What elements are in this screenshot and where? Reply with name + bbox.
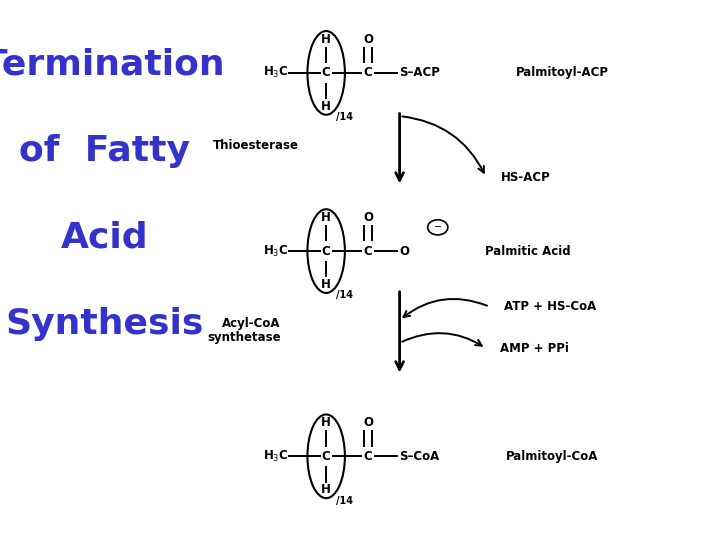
Text: O: O xyxy=(363,33,373,46)
Text: synthetase: synthetase xyxy=(207,331,281,344)
Text: Acyl-CoA: Acyl-CoA xyxy=(222,318,281,330)
Text: C: C xyxy=(364,450,372,463)
Text: Thioesterase: Thioesterase xyxy=(213,139,299,152)
Text: /14: /14 xyxy=(336,112,354,122)
Text: H: H xyxy=(321,33,331,46)
Text: H$_3$C: H$_3$C xyxy=(263,449,288,464)
Text: C: C xyxy=(322,450,330,463)
Text: H$_3$C: H$_3$C xyxy=(263,244,288,259)
Text: −: − xyxy=(433,222,442,232)
Text: O: O xyxy=(399,245,409,258)
Text: C: C xyxy=(322,66,330,79)
Text: H: H xyxy=(321,416,331,429)
Text: /14: /14 xyxy=(336,496,354,505)
Text: Termination: Termination xyxy=(0,48,225,82)
Text: of  Fatty: of Fatty xyxy=(19,134,190,168)
Text: C: C xyxy=(322,245,330,258)
Text: H: H xyxy=(321,100,331,113)
Text: H$_3$C: H$_3$C xyxy=(263,65,288,80)
Text: H: H xyxy=(321,278,331,291)
Text: HS-ACP: HS-ACP xyxy=(500,171,550,184)
Text: /14: /14 xyxy=(336,291,354,300)
Text: O: O xyxy=(363,211,373,224)
Text: Synthesis: Synthesis xyxy=(5,307,204,341)
Text: Palmitic Acid: Palmitic Acid xyxy=(485,245,570,258)
Text: C: C xyxy=(364,245,372,258)
Text: H: H xyxy=(321,211,331,224)
Text: S–ACP: S–ACP xyxy=(399,66,440,79)
Text: AMP + PPi: AMP + PPi xyxy=(500,342,570,355)
Text: Acid: Acid xyxy=(60,221,148,254)
Text: O: O xyxy=(363,416,373,429)
Text: S–CoA: S–CoA xyxy=(399,450,439,463)
Text: ATP + HS-CoA: ATP + HS-CoA xyxy=(504,300,596,313)
Text: Palmitoyl-CoA: Palmitoyl-CoA xyxy=(506,450,598,463)
Text: Palmitoyl-ACP: Palmitoyl-ACP xyxy=(516,66,609,79)
Text: C: C xyxy=(364,66,372,79)
Text: H: H xyxy=(321,483,331,496)
